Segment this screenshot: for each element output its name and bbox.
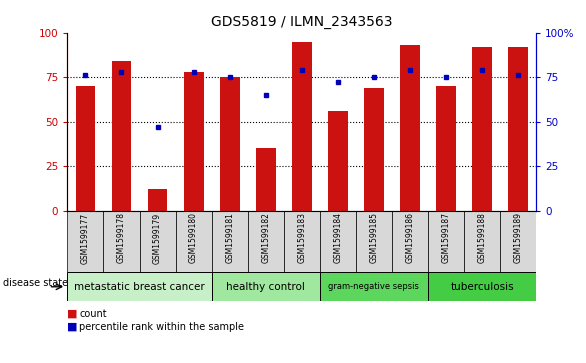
Bar: [67, 272, 212, 301]
Text: GSM1599177: GSM1599177: [81, 212, 90, 264]
Bar: [356, 211, 392, 272]
Bar: [364, 88, 384, 211]
Text: GSM1599178: GSM1599178: [117, 212, 126, 264]
Bar: [256, 148, 275, 211]
Bar: [212, 272, 320, 301]
Bar: [76, 86, 96, 211]
Text: GSM1599185: GSM1599185: [369, 212, 379, 264]
Text: GSM1599188: GSM1599188: [478, 212, 486, 263]
Bar: [148, 189, 168, 211]
Text: GSM1599182: GSM1599182: [261, 212, 270, 263]
Text: gram-negative sepsis: gram-negative sepsis: [329, 282, 420, 291]
Title: GDS5819 / ILMN_2343563: GDS5819 / ILMN_2343563: [211, 15, 393, 29]
Bar: [392, 211, 428, 272]
Text: ■: ■: [67, 309, 78, 319]
Text: disease state: disease state: [3, 278, 68, 288]
Bar: [292, 41, 312, 211]
Bar: [220, 77, 240, 211]
Bar: [212, 211, 248, 272]
Text: GSM1599184: GSM1599184: [333, 212, 342, 264]
Text: GSM1599186: GSM1599186: [406, 212, 414, 264]
Bar: [139, 211, 176, 272]
Bar: [111, 61, 131, 211]
Bar: [67, 211, 104, 272]
Text: ■: ■: [67, 322, 78, 332]
Text: GSM1599187: GSM1599187: [441, 212, 451, 264]
Text: metastatic breast cancer: metastatic breast cancer: [74, 282, 205, 292]
Text: count: count: [79, 309, 107, 319]
Bar: [436, 86, 456, 211]
Bar: [464, 211, 500, 272]
Bar: [400, 45, 420, 211]
Bar: [428, 272, 536, 301]
Text: tuberculosis: tuberculosis: [450, 282, 514, 292]
Bar: [183, 72, 203, 211]
Bar: [328, 111, 347, 211]
Text: healthy control: healthy control: [226, 282, 305, 292]
Bar: [176, 211, 212, 272]
Text: GSM1599180: GSM1599180: [189, 212, 198, 264]
Bar: [320, 211, 356, 272]
Bar: [472, 47, 492, 211]
Bar: [508, 47, 528, 211]
Bar: [500, 211, 536, 272]
Text: GSM1599179: GSM1599179: [153, 212, 162, 264]
Bar: [284, 211, 320, 272]
Text: GSM1599183: GSM1599183: [297, 212, 306, 264]
Text: GSM1599189: GSM1599189: [514, 212, 523, 264]
Bar: [248, 211, 284, 272]
Text: GSM1599181: GSM1599181: [225, 212, 234, 263]
Text: percentile rank within the sample: percentile rank within the sample: [79, 322, 244, 332]
Bar: [320, 272, 428, 301]
Bar: [104, 211, 139, 272]
Bar: [428, 211, 464, 272]
